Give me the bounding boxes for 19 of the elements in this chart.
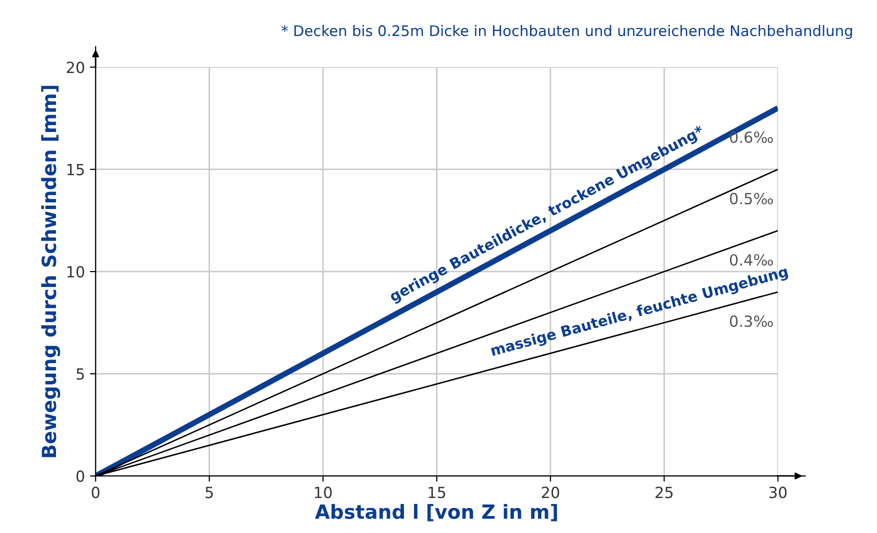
- series-label: 0.4‰: [730, 254, 773, 266]
- x-tick-label: 30: [769, 486, 787, 498]
- y-axis-title: Bewegung durch Schwinden [mm]: [41, 86, 60, 458]
- y-tick-label: 20: [66, 62, 84, 74]
- text: * Decken bis 0.25m Dicke in Hochbauten und unzureichende Nachbehandlung: [281, 24, 852, 40]
- series-label: 0.3‰: [730, 315, 773, 327]
- x-tick-label: 5: [206, 486, 213, 498]
- y-tick-label: 10: [67, 266, 84, 278]
- x-axis-title: Abstand l [von Z in m]: [314, 504, 557, 522]
- y-tick-label: 5: [76, 368, 84, 380]
- x-tick-label: 10: [314, 486, 332, 498]
- series-label: 0.5‰: [730, 192, 773, 204]
- y-tick-label: 0: [76, 470, 84, 482]
- x-tick-label: 15: [428, 486, 446, 498]
- series-label: 0.6‰: [730, 131, 773, 144]
- x-tick-label: 25: [656, 486, 673, 498]
- x-tick-label: 0: [92, 486, 100, 498]
- x-tick-label: 20: [542, 486, 560, 498]
- y-tick-label: 15: [67, 164, 84, 176]
